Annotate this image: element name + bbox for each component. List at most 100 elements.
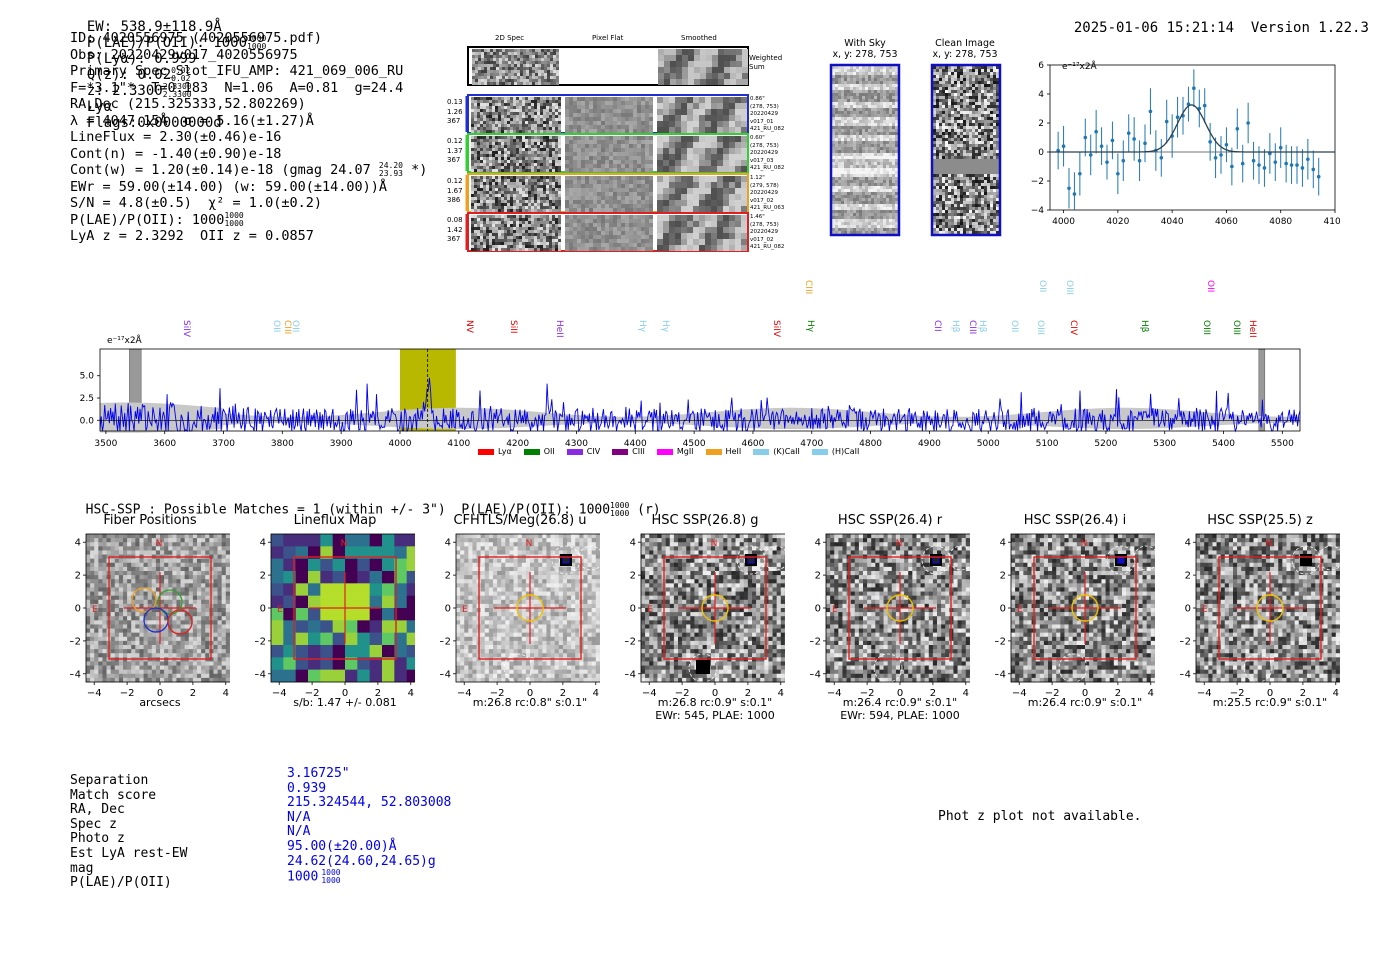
zoom-point [1251, 158, 1256, 163]
panel-ytick: 0 [260, 604, 266, 615]
cutout-stat: 367 [447, 117, 461, 125]
panel-ytick: 0 [75, 604, 81, 615]
panel-ytick: 4 [815, 538, 821, 549]
zoom-point [1067, 186, 1071, 191]
panel-caption: m:26.4 rc:0.9" s:0.1" [842, 696, 958, 709]
zoom-point [1164, 119, 1169, 124]
cutout-info-line: 20220429 [750, 229, 778, 235]
panel-xtick: 4 [778, 688, 784, 699]
col-smoothed: Smoothed [681, 34, 717, 42]
panel-image: N E 4 2 0 −2 −4 −4 −2 0 2 4 [70, 533, 230, 699]
fiber-circle [157, 589, 183, 615]
cutout-stat: 1.37 [447, 146, 463, 155]
qz-den: 0.02 [171, 74, 191, 83]
source-blob [1300, 554, 1312, 566]
spectral-line-label: Hγ [660, 320, 670, 333]
match-circle [1106, 545, 1136, 575]
spectral-line-label: SiIV [771, 320, 781, 338]
zoom-point [1273, 160, 1278, 164]
cutout-info-line: 421_RU_082 [750, 165, 785, 171]
aperture-box [293, 556, 397, 660]
info-primary: Primary Spec_Slot_IFU_AMP: 421_069_006_R… [70, 63, 404, 79]
panel-xtick: −4 [1197, 688, 1212, 699]
zoom-point [1143, 141, 1147, 146]
north-marker: N [156, 539, 163, 549]
zoom-point [1099, 144, 1104, 148]
zoom-point [1121, 158, 1126, 163]
spectrum-xtick: 3900 [330, 439, 353, 449]
timestamp-version: 2025-01-06 15:21:14 Version 1.22.3 [1057, 4, 1369, 36]
spectral-line-label: OII [1205, 280, 1215, 293]
panel-xtick: −2 [860, 688, 875, 699]
spectral-line-label: OII [271, 320, 281, 333]
panel-ytick: −4 [625, 669, 636, 680]
match-label: Match score [70, 787, 157, 803]
zoom-point [1219, 153, 1223, 157]
spectrum-xtick: 4600 [741, 439, 764, 449]
match-label: Spec z [70, 816, 117, 832]
zoom-point [1246, 121, 1250, 125]
spectral-line-label: OIII [1064, 280, 1074, 296]
zoom-axes [1049, 64, 1336, 211]
cutout-stat: 0.13 [447, 98, 463, 106]
image-panel: Fiber Positions N E 4 2 0 −2 −4 −4 −2 0 2 4 arcsecs [70, 510, 230, 730]
panel-ytick: −2 [70, 636, 81, 647]
zoom-ytick: 0 [1038, 148, 1044, 158]
spectrum-xtick: 4300 [565, 439, 588, 449]
panel-caption: m:26.8 rc:0.8" s:0.1" [472, 696, 588, 709]
match-value: 1000 1000 1000 [287, 869, 451, 885]
panel-xtick: 0 [712, 688, 718, 699]
cutout-info-line: (279, 578) [750, 182, 779, 189]
match-value-text: 3.16725" [287, 766, 350, 781]
east-marker: E [832, 605, 838, 615]
legend-entry: Lyα [478, 447, 512, 456]
panel-ytick: −4 [440, 669, 451, 680]
panel-xtick: −4 [87, 688, 102, 699]
zoom-point [1116, 171, 1120, 176]
cutout-info-line: 20220429 [750, 150, 778, 156]
spectral-line-label: HeII [554, 320, 564, 338]
qz-num: 0.02 [171, 66, 191, 75]
hsc-matches: HSC-SSP : Possible Matches = 1 (within +… [70, 487, 661, 518]
hsc-plae-den: 1000 [610, 509, 630, 518]
info-id: ID: 4020556975 (4020556975.pdf) [70, 30, 322, 46]
cutout-right-info: 0.86" (278, 753) 20220429 v017_01 421_RU_082 [750, 96, 784, 134]
zoom-point [1061, 144, 1066, 148]
zoom-xtick: 4040 [1161, 217, 1184, 227]
spectrum-xtick: 4500 [683, 439, 706, 449]
zoom-point [1088, 153, 1093, 157]
panel-image: N E 4 2 0 −2 −4 −4 −2 0 2 4 [1180, 533, 1340, 699]
zoom-point [1148, 109, 1153, 114]
panel-xtick: −4 [272, 688, 287, 699]
zoom-xtick: 4060 [1215, 217, 1238, 227]
panel-xtick: 4 [593, 688, 599, 699]
panel-ytick: 2 [1185, 571, 1191, 582]
east-marker: E [647, 605, 653, 615]
match-value: N/A [287, 810, 451, 826]
spectrum-ytick: 5.0 [80, 372, 95, 382]
info-plae-row: P(LAE)/P(OII): 1000 1000 1000 [70, 211, 427, 229]
zoom-point [1132, 137, 1136, 141]
panel-caption: m:26.8 rc:0.9" s:0.1" [657, 696, 773, 709]
zoom-point [1306, 157, 1310, 162]
spectrum-scale: e⁻¹⁷x2Å [107, 336, 142, 346]
zoom-plot: 6 4 2 0 −2 −4 4000 4020 4040 4060 4080 4100 e⁻¹⁷x2Å [1030, 55, 1347, 235]
full-spectrum: 5.0 2.5 0.0 3500 3600 3700 3800 3900 4000 4100 420… [80, 348, 1301, 449]
spectrum-xtick: 4800 [859, 439, 882, 449]
panel-xtick: 4 [223, 688, 229, 699]
image-panel: HSC SSP(25.5) z N E 4 2 0 −2 −4 −4 −2 0 2 4 m:25.5 rc… [1180, 510, 1340, 730]
match-value: N/A [287, 825, 451, 840]
fiber-circle [167, 609, 193, 635]
zoom-xtick: 4020 [1106, 217, 1129, 227]
panel-xtick: 0 [342, 688, 348, 699]
image-panel: HSC SSP(26.8) g N E 4 2 0 −2 −4 −4 −2 0 2 4 m:26.8 rc… [625, 510, 785, 730]
legend-entry: OII [523, 447, 555, 456]
with-sky-image [832, 66, 898, 234]
match-circle [736, 545, 766, 575]
cutout-stat: 1.67 [447, 186, 463, 195]
detection-circle [1256, 594, 1284, 622]
spectrum-xtick: 4200 [506, 439, 529, 449]
panel-ytick: −4 [70, 669, 81, 680]
panel-ytick: 0 [1000, 604, 1006, 615]
cutout-right-info: 1.12" (279, 578) 20220429 v017_02 421_RU_063 [750, 175, 784, 213]
